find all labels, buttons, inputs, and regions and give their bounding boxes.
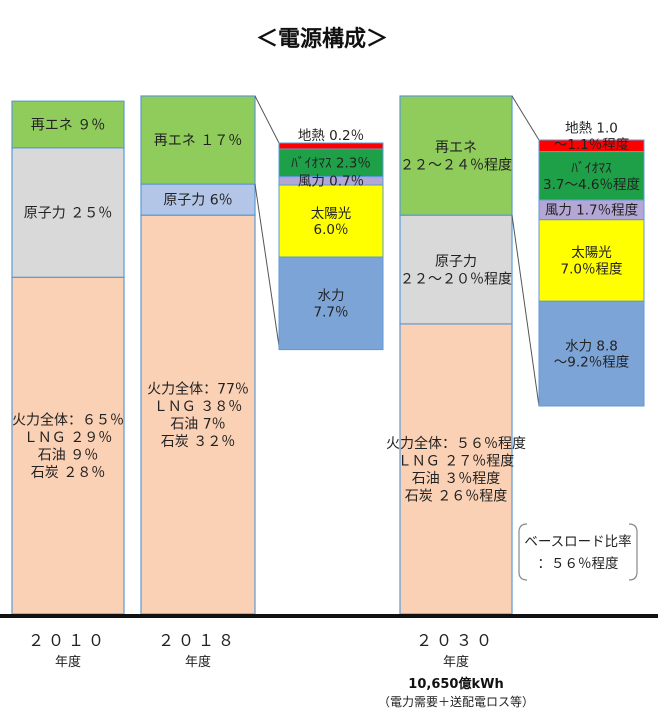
annotation-bracket-left (518, 523, 528, 581)
x-tick-unit: 年度 (443, 654, 469, 670)
x-tick-note-total: 10,650億kWh (408, 676, 503, 692)
breakdown-1-biomass-label: 3.7～4.6％程度 (543, 177, 640, 193)
bar-0-fossil-label: 石油 ９％ (38, 447, 98, 463)
x-tick-note-detail: （電力需要＋送配電ロス等） (378, 694, 534, 709)
bar-0-renewable (11, 100, 125, 149)
breakdown-1-hydro-label: 水力 8.8 (565, 338, 618, 354)
breakdown-1-geothermal-label: ～1.1％程度 (554, 137, 629, 153)
breakdown-0-solar (278, 184, 384, 258)
bar-1-fossil (140, 214, 256, 615)
baseload-annotation: ベースロード比率 (524, 533, 631, 550)
x-tick-unit: 年度 (55, 654, 81, 670)
x-tick-label: ２０３０ (416, 631, 496, 650)
breakdown-0-biomass-label: ﾊﾞｲｵﾏｽ 2.3％ (291, 156, 371, 172)
breakdown-1-hydro (538, 300, 645, 407)
breakdown-connector-bottom (511, 215, 540, 407)
breakdown-0-hydro-label: 7.7％ (314, 304, 349, 320)
bar-1-fossil-label: 石炭 ３２％ (161, 434, 235, 450)
bar-2-fossil-label: 石炭 ２６％程度 (405, 488, 507, 504)
breakdown-connector-bottom (254, 183, 280, 347)
breakdown-1-biomass (538, 151, 645, 201)
bar-0-fossil (11, 276, 125, 615)
breakdown-0-geothermal-label: 地熱 0.2％ (298, 128, 364, 144)
bar-0-fossil-label: ＬＮＧ ２９％ (24, 430, 112, 446)
breakdown-0-hydro (278, 256, 384, 351)
x-tick-label: ２０１０ (28, 631, 108, 650)
breakdown-0-biomass (278, 148, 384, 178)
breakdown-1-solar-label: 太陽光 (571, 245, 612, 261)
bar-2-fossil-label: 火力全体：５６％程度 (386, 435, 526, 452)
x-axis-baseline (0, 614, 658, 618)
breakdown-1-geothermal-label: 地熱 1.0 (565, 121, 618, 137)
breakdown-1-wind-label: 風力 1.7％程度 (545, 203, 638, 219)
bar-2-renewable (399, 95, 513, 216)
bar-1-nuclear (140, 183, 256, 216)
bar-2-fossil-label: 石油 ３％程度 (412, 471, 500, 487)
bar-1-nuclear-label: 原子力 6％ (163, 193, 232, 209)
breakdown-1-solar (538, 219, 645, 302)
bar-2-renewable-label: 再エネ (435, 140, 477, 156)
bars-layer (0, 95, 658, 618)
breakdown-0-hydro-label: 水力 (318, 288, 345, 304)
breakdown-connector-top (511, 95, 540, 141)
bar-0-nuclear-label: 原子力 ２５％ (24, 206, 112, 222)
x-tick-label: ２０１８ (158, 631, 238, 650)
bar-2-renewable-label: ２２～２４％程度 (400, 157, 512, 173)
chart-title: ＜電源構成＞ (256, 26, 388, 52)
x-tick-unit: 年度 (185, 654, 211, 670)
bar-0-renewable-label: 再エネ ９％ (31, 118, 105, 134)
breakdown-1-solar-label: 7.0％程度 (561, 261, 623, 277)
breakdown-0-solar-label: 6.0％ (314, 222, 349, 238)
breakdown-0-solar-label: 太陽光 (311, 206, 352, 222)
bar-2-nuclear-label: 原子力 (435, 254, 477, 270)
bar-1-fossil-label: 石油 7％ (170, 416, 225, 432)
breakdown-connector-top (254, 95, 280, 144)
breakdown-1-biomass-label: ﾊﾞｲｵﾏｽ (571, 161, 612, 177)
bar-1-fossil-label: 火力全体：77％ (147, 380, 249, 397)
breakdown-1-hydro-label: ～9.2％程度 (554, 355, 629, 371)
breakdown-layer (254, 95, 645, 407)
annotation-bracket-right (628, 523, 638, 581)
bar-1-fossil-label: ＬＮＧ ３８％ (154, 399, 242, 415)
bar-1-renewable (140, 95, 256, 185)
bar-1-renewable-label: 再エネ １７％ (154, 133, 242, 149)
labels-layer: 火力全体：６５％ ＬＮＧ ２９％石油 ９％ 石炭 ２８％ 原子力 ２５％ 再エネ ９％ 火… (12, 118, 640, 709)
breakdown-0-geothermal (278, 142, 384, 150)
bar-2-nuclear-label: ２２～２０％程度 (400, 271, 512, 287)
bar-2-nuclear (399, 214, 513, 325)
breakdown-0-wind-label: 風力 0.7％ (298, 174, 364, 190)
bar-0-fossil-label: 火力全体：６５％ (12, 411, 124, 428)
bar-2-fossil-label: ＬＮＧ ２７％程度 (398, 453, 514, 469)
bar-0-fossil-label: 石炭 ２８％ (31, 465, 105, 481)
baseload-annotation: ：５６％程度 (538, 556, 619, 572)
bar-0-nuclear (11, 147, 125, 278)
